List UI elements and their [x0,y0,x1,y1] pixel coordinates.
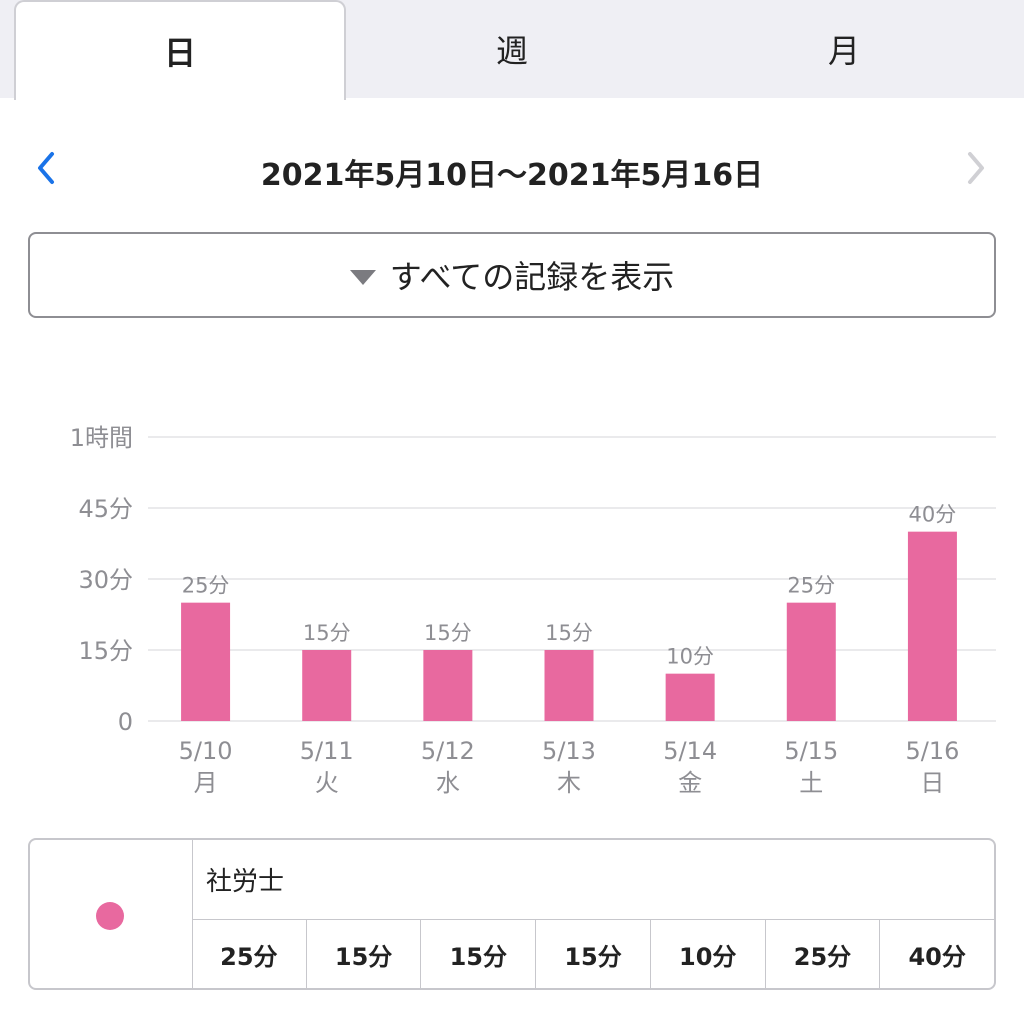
daily-value: 15分 [536,920,651,988]
tab-week-label: 週 [495,32,528,70]
tab-month[interactable]: 月 [678,0,1010,98]
tab-week[interactable]: 週 [346,0,678,98]
date-range-title: 2021年5月10日〜2021年5月16日 [260,158,764,193]
tab-day-label: 日 [163,34,196,72]
y-tick-label: 15分 [78,637,133,665]
chevron-right-icon [968,152,984,184]
x-weekday-label: 金 [678,769,702,797]
x-tick-label: 5/13 [542,737,596,765]
x-weekday-label: 日 [920,769,944,797]
bar [423,650,473,721]
x-tick-label: 5/10 [179,737,233,765]
bar [302,650,352,721]
x-tick-label: 5/14 [663,737,717,765]
bar [907,531,957,721]
record-filter-dropdown[interactable]: すべての記録を表示 [28,232,996,318]
x-tick-label: 5/15 [784,737,838,765]
daily-value: 15分 [421,920,537,988]
daily-values-row: 25分 15分 15分 15分 10分 25分 40分 [192,920,994,988]
daily-value: 25分 [766,920,881,988]
tab-day[interactable]: 日 [14,0,346,100]
bar-value-label: 25分 [787,574,835,598]
bar [786,602,836,721]
daily-value: 25分 [192,920,307,988]
x-weekday-label: 木 [557,769,581,797]
prev-week-button[interactable] [28,148,68,188]
tab-month-label: 月 [827,32,860,70]
bar-value-label: 40分 [909,503,957,527]
daily-value: 15分 [307,920,422,988]
subject-name: 社労士 [192,840,994,920]
x-tick-label: 5/11 [300,737,354,765]
y-tick-label: 30分 [78,566,133,594]
triangle-down-icon [349,269,376,285]
daily-value: 10分 [651,920,766,988]
period-tab-bar: 日 週 月 [0,0,1024,100]
legend-swatch-cell [30,840,193,988]
study-time-bar-chart: 0 15分 30分 45分 1時間 25分 5/10 月 15分 5/11 火 15分 5/12 水 15分… [70,424,996,797]
x-weekday-label: 土 [799,769,823,797]
bar-value-label: 25分 [182,574,230,598]
bar-value-label: 15分 [424,621,472,645]
bar-value-label: 15分 [303,621,351,645]
daily-value: 40分 [908,942,966,971]
bar [665,673,715,721]
bar [181,602,231,721]
y-tick-label: 45分 [78,495,133,523]
legend-color-dot [96,902,124,930]
next-week-button[interactable] [956,148,996,188]
bar [544,650,594,721]
record-filter-label: すべての記録を表示 [389,258,675,296]
bar-value-label: 10分 [666,645,714,669]
chevron-left-icon [38,152,54,184]
x-weekday-label: 火 [315,769,339,797]
x-tick-label: 5/16 [905,737,959,765]
date-range-nav: 2021年5月10日〜2021年5月16日 [0,128,1024,208]
y-tick-label: 1時間 [70,424,133,452]
bar-value-label: 15分 [545,621,593,645]
x-weekday-label: 水 [436,769,460,797]
x-tick-label: 5/12 [421,737,475,765]
subject-summary-table: 社労士 25分 15分 15分 15分 10分 25分 40分 [28,838,996,990]
y-tick-label: 0 [118,708,133,736]
x-weekday-label: 月 [194,769,218,797]
